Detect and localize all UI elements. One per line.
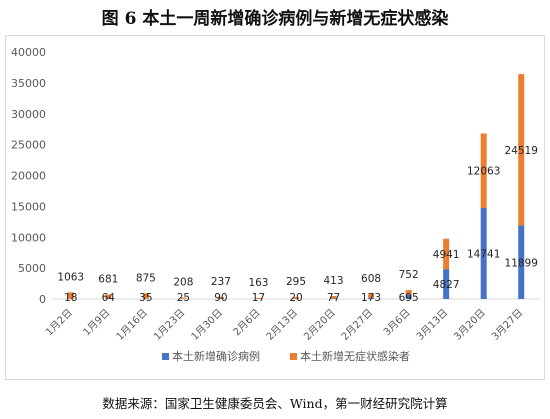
x-tick-label: 2月20日 xyxy=(302,307,338,343)
bar-confirmed xyxy=(368,297,375,299)
stacked-bar-chart: 0 5000 10000 15000 20000 25000 30000 35000 40000… xyxy=(11,46,540,363)
bar-asymptomatic xyxy=(293,297,299,299)
y-tick-label: 35000 xyxy=(11,77,46,90)
x-tick-label: 1月16日 xyxy=(114,307,150,343)
bar-asymptomatic xyxy=(180,297,187,299)
y-tick-label: 0 xyxy=(39,293,46,306)
data-label-confirmed: 14741 xyxy=(467,248,500,260)
bar-asymptomatic xyxy=(142,293,149,299)
data-label-confirmed: 90 xyxy=(214,292,227,304)
data-label-confirmed: 11899 xyxy=(505,257,538,269)
data-label-confirmed: 695 xyxy=(399,292,419,304)
data-label-confirmed: 20 xyxy=(289,292,302,304)
y-tick-label: 10000 xyxy=(11,231,46,244)
legend-swatch-confirmed xyxy=(162,353,169,360)
data-label-confirmed: 35 xyxy=(139,292,152,304)
bar-asymptomatic xyxy=(255,297,262,299)
data-label-asymptomatic: 24519 xyxy=(505,145,538,157)
data-label-confirmed: 18 xyxy=(64,292,77,304)
chart-title: 图 6 本土一周新增确诊病例与新增无症状感染 xyxy=(101,9,449,29)
x-tick-label: 3月13日 xyxy=(414,307,450,343)
data-label-asymptomatic: 875 xyxy=(136,272,156,284)
data-label-confirmed: 4827 xyxy=(433,279,460,291)
data-label-confirmed: 77 xyxy=(327,292,340,304)
data-label-confirmed: 173 xyxy=(361,292,381,304)
data-label-confirmed: 17 xyxy=(252,292,265,304)
legend-label-asymptomatic: 本土新增无症状感染者 xyxy=(300,349,410,363)
bar-asymptomatic xyxy=(217,296,224,299)
x-tick-label: 1月9日 xyxy=(81,307,113,339)
x-tick-label: 2月27日 xyxy=(339,307,375,343)
x-tick-label: 3月27日 xyxy=(489,307,525,343)
y-tick-label: 20000 xyxy=(11,170,46,183)
bar-confirmed xyxy=(480,207,487,299)
bar-asymptomatic xyxy=(518,74,525,226)
data-source-note: 数据来源：国家卫生健康委员会、Wind，第一财经研究院计算 xyxy=(102,396,448,411)
bar-confirmed xyxy=(443,269,450,299)
data-label-asymptomatic: 237 xyxy=(211,276,231,288)
data-label-asymptomatic: 4941 xyxy=(433,249,460,261)
data-label-asymptomatic: 413 xyxy=(324,275,344,287)
data-label-asymptomatic: 208 xyxy=(173,277,193,289)
bar-asymptomatic xyxy=(368,294,375,298)
bar-asymptomatic xyxy=(480,133,487,208)
bar-asymptomatic xyxy=(443,238,450,270)
x-tick-label: 1月2日 xyxy=(43,307,75,339)
data-label-asymptomatic: 608 xyxy=(361,273,381,285)
data-label-confirmed: 64 xyxy=(102,292,116,304)
data-label-confirmed: 25 xyxy=(177,292,190,304)
bar-asymptomatic xyxy=(67,292,74,299)
data-label-asymptomatic: 12063 xyxy=(467,166,500,178)
bar-confirmed xyxy=(518,225,525,299)
bar-asymptomatic xyxy=(105,294,112,299)
y-tick-label: 15000 xyxy=(11,200,46,213)
legend-swatch-asymptomatic xyxy=(290,353,297,360)
bar-confirmed xyxy=(217,298,224,299)
x-tick-label: 2月13日 xyxy=(264,307,300,343)
data-label-asymptomatic: 1063 xyxy=(57,271,84,283)
bar-confirmed xyxy=(405,294,412,299)
x-tick-label: 3月6日 xyxy=(381,307,413,339)
data-label-asymptomatic: 681 xyxy=(98,273,118,285)
y-tick-label: 5000 xyxy=(18,262,46,275)
chart-frame xyxy=(5,35,545,380)
y-tick-label: 40000 xyxy=(11,46,46,59)
x-tick-label: 1月30日 xyxy=(189,307,225,343)
data-label-asymptomatic: 295 xyxy=(286,276,306,288)
y-tick-label: 25000 xyxy=(11,139,46,152)
legend-label-confirmed: 本土新增确诊病例 xyxy=(172,349,260,363)
x-tick-label: 3月20日 xyxy=(452,307,488,343)
data-label-asymptomatic: 752 xyxy=(399,269,419,281)
x-tick-label: 2月6日 xyxy=(231,307,263,339)
data-label-asymptomatic: 163 xyxy=(248,277,268,289)
y-tick-label: 30000 xyxy=(11,108,46,121)
x-tick-label: 1月23日 xyxy=(151,307,187,343)
bar-asymptomatic xyxy=(330,295,337,299)
bar-asymptomatic xyxy=(405,290,412,295)
